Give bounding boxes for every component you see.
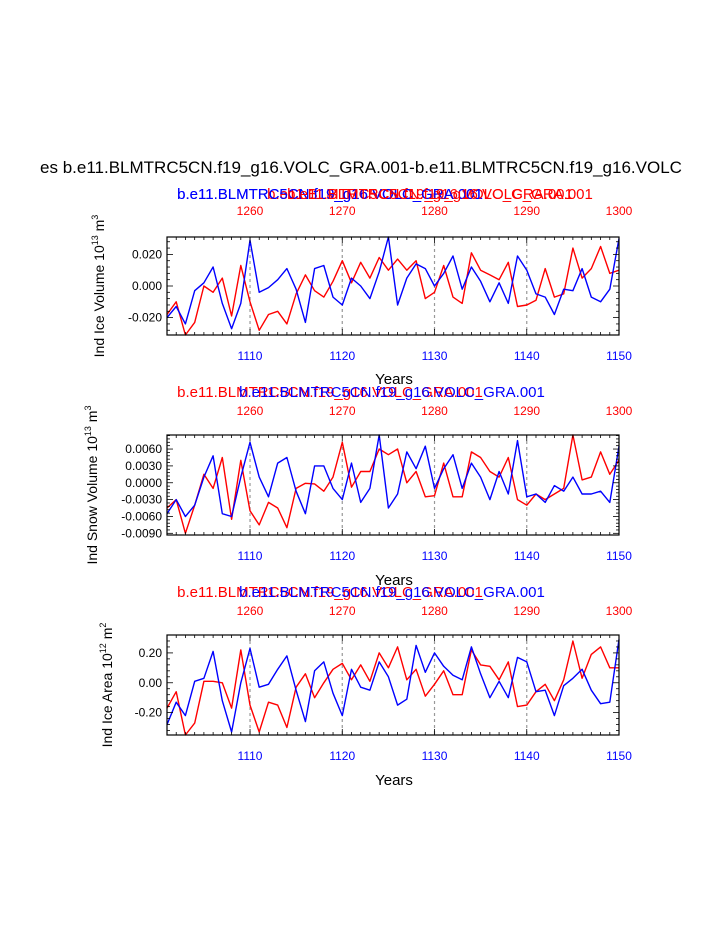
x-tick-label-top: 1260 (237, 604, 264, 618)
x-tick-label-top: 1270 (329, 204, 356, 218)
chart-panel-3: b.e11.BLMTRC5CN.f19_g16.VOLC_GRA.001b.e1… (98, 584, 633, 789)
x-tick-label-top: 1300 (606, 604, 633, 618)
x-tick-label-bottom: 1140 (514, 349, 540, 363)
x-tick-label-top: 1260 (237, 404, 264, 418)
y-axis-label-part: 3 (83, 405, 93, 410)
red-series-line (166, 640, 619, 736)
y-tick-label: 0.0030 (125, 459, 162, 473)
chart-panel-1: b.e11.BLMTRC5CN.f19_g16.VOLC_GRA.001b.e1… (90, 186, 633, 388)
panel-title-label: b.e11.BLMTRC5CN.f19_g16.VOLC_GRA.001 (177, 186, 483, 203)
x-tick-label-top: 1280 (421, 204, 448, 218)
x-tick-label-top: 1290 (513, 204, 540, 218)
x-tick-label-bottom: 1120 (329, 549, 355, 563)
y-tick-label: 0.020 (132, 247, 162, 261)
x-tick-label-top: 1300 (606, 404, 633, 418)
blue-series-line (166, 434, 620, 518)
panel-title-label: b.e11.BLMTRC5CN.f19_g16.VOLC_GRA.001 (287, 186, 593, 203)
x-tick-label-bottom: 1150 (606, 349, 632, 363)
y-tick-label: -0.0030 (121, 493, 162, 507)
y-axis-label-part: Ind Snow Volume 10 (84, 436, 100, 565)
plot-frame (166, 634, 620, 736)
plot-frame (166, 434, 620, 536)
y-tick-label: 0.000 (132, 279, 162, 293)
y-tick-label: -0.0090 (121, 526, 162, 540)
x-tick-label-bottom: 1110 (238, 549, 263, 563)
x-axis-label: Years (375, 572, 413, 589)
y-axis-label: Ind Snow Volume 1013 m3 (83, 405, 100, 564)
main-title: es b.e11.BLMTRC5CN.f19_g16.VOLC_GRA.001-… (40, 158, 682, 177)
x-tick-label-top: 1280 (421, 604, 448, 618)
y-axis-label-part: 13 (90, 235, 100, 245)
x-axis-label: Years (375, 772, 413, 789)
y-axis-label-part: m (91, 220, 107, 236)
x-tick-label-bottom: 1110 (238, 749, 263, 763)
y-tick-label: -0.020 (128, 311, 162, 325)
y-tick-label: 0.00 (139, 676, 163, 690)
y-tick-label: 0.0060 (125, 442, 162, 456)
x-tick-label-top: 1290 (513, 604, 540, 618)
chart-panels: b.e11.BLMTRC5CN.f19_g16.VOLC_GRA.001b.e1… (83, 186, 633, 789)
x-tick-label-bottom: 1140 (514, 749, 540, 763)
panel-title-label: b.e11.BLMTRC5CN.f19_g16.VOLC_GRA.001 (177, 584, 483, 601)
x-tick-label-top: 1300 (606, 204, 633, 218)
x-axis-label: Years (375, 371, 413, 388)
panel-title-label: b.e11.BLMTRC5CN.f19_g16.VOLC_GRA.001 (177, 186, 483, 203)
panel-title-label: b.e11.BLMTRC5CN.f19_g16.VOLC_GRA.001 (239, 384, 545, 401)
x-tick-label-top: 1280 (421, 404, 448, 418)
x-tick-label-top: 1260 (237, 204, 264, 218)
y-tick-label: 0.0000 (125, 476, 162, 490)
y-axis-label-part: Ind Ice Volume 10 (91, 245, 107, 357)
y-axis-label: Ind Ice Area 1012 m2 (98, 623, 115, 748)
y-tick-label: -0.0060 (121, 509, 162, 523)
x-tick-label-bottom: 1130 (422, 749, 448, 763)
x-tick-label-bottom: 1150 (606, 749, 632, 763)
x-tick-label-bottom: 1130 (422, 349, 448, 363)
y-axis-label-part: Ind Ice Area 10 (99, 653, 115, 747)
y-axis-label-part: m (84, 411, 100, 427)
y-axis-label-part: 2 (98, 623, 108, 628)
blue-series-line (166, 639, 620, 733)
y-axis-label-part: 3 (90, 215, 100, 220)
chart-panel-2: b.e11.BLMTRC5CN.f19_g16.VOLC_GRA.001b.e1… (83, 384, 633, 589)
x-tick-label-bottom: 1110 (238, 349, 263, 363)
y-axis-label-part: 12 (98, 643, 108, 653)
blue-series-line (166, 236, 620, 330)
panel-title-label: b.e11.BLMTRC5CN.f19_g16.VOLC_GRA.001 (267, 186, 573, 203)
y-axis-label-part: m (99, 628, 115, 644)
y-axis-label: Ind Ice Volume 1013 m3 (90, 215, 107, 358)
x-tick-label-bottom: 1120 (329, 349, 355, 363)
y-tick-label: 0.20 (139, 646, 163, 660)
y-axis-label-part: 13 (83, 426, 93, 436)
red-series-line (166, 434, 620, 534)
x-tick-label-bottom: 1140 (514, 549, 540, 563)
x-tick-label-bottom: 1120 (329, 749, 355, 763)
panel-title-label: b.e11.BLMTRC5CN.f19_g16.VOLC_GRA.001 (239, 584, 545, 601)
red-series-line (166, 245, 620, 336)
panel-title-label: b.e11.BLMTRC5CN.f19_g16.VOLC_GRA.001 (177, 384, 483, 401)
x-tick-label-top: 1270 (329, 604, 356, 618)
x-tick-label-bottom: 1130 (422, 549, 448, 563)
x-tick-label-top: 1290 (513, 404, 540, 418)
x-tick-label-top: 1270 (329, 404, 356, 418)
y-tick-label: -0.20 (135, 706, 163, 720)
x-tick-label-bottom: 1150 (606, 549, 632, 563)
